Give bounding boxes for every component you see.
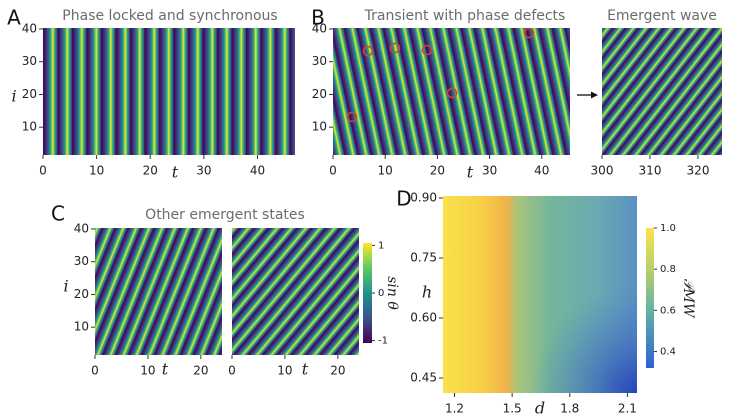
x-tick-label: 2.1 [618,402,637,416]
x-axis-label: t [302,360,309,379]
y-axis-label: i [11,87,16,106]
y-axis-label: i [63,277,68,296]
y-tick-label: 0.90 [410,191,437,205]
arrow [577,91,598,99]
colorbar-tick-label: 1.0 [660,223,676,234]
panel-letter: B [311,6,325,30]
x-tick-label: 0 [329,164,337,178]
x-tick-label: 1.2 [445,402,464,416]
defect-marker [421,44,433,56]
panel-letter: C [51,202,65,226]
colorbar-label: 𝒫MW [680,279,696,319]
x-tick-label: 0 [91,364,99,378]
x-axis-label: t [162,360,169,379]
y-tick-label: 40 [74,221,89,235]
x-axis-label: t [467,163,474,182]
y-tick-label: 20 [312,87,327,101]
x-tick-label: 1.8 [560,402,579,416]
y-tick-label: 40 [312,21,327,35]
defect-marker [362,45,374,57]
colorbar-tick-label: 1 [378,240,384,251]
defect-marker [523,27,535,39]
y-tick-label: 30 [74,254,89,268]
x-tick-label: 30 [196,164,211,178]
heatmap [43,28,295,155]
heatmap-shade [443,196,637,393]
heatmap [232,228,359,355]
panel-title: Transient with phase defects [364,8,566,24]
y-tick-label: 20 [74,287,89,301]
x-tick-label: 20 [193,364,208,378]
y-tick-label: 10 [22,120,37,134]
defect-markers [346,27,535,123]
panel-letter: A [7,6,21,30]
defect-marker [346,111,358,123]
x-tick-label: 40 [250,164,265,178]
y-tick-label: 0.60 [410,311,437,325]
panel-title: Phase locked and synchronous [62,8,277,24]
colorbar-tick-label: 0 [378,288,384,299]
defect-marker [389,42,401,54]
y-tick-label: 30 [312,54,327,68]
y-tick-label: 0.75 [410,251,437,265]
panel-title: Emergent wave [607,8,717,24]
x-tick-label: 320 [687,164,710,178]
x-tick-label: 20 [143,164,158,178]
x-axis-label: d [535,399,545,418]
colorbar-label: sin θ [384,276,400,310]
colorbar [363,243,372,343]
colorbar-tick-label: -1 [378,336,388,347]
x-tick-label: 40 [534,164,549,178]
heatmap [602,28,722,155]
y-tick-label: 10 [312,120,327,134]
y-tick-label: 40 [22,21,37,35]
panel-title: Other emergent states [145,207,305,223]
x-tick-label: 10 [89,164,104,178]
y-tick-label: 10 [74,320,89,334]
x-tick-label: 0 [228,364,236,378]
colorbar [646,228,654,368]
x-tick-label: 310 [639,164,662,178]
x-tick-label: 10 [277,364,292,378]
x-axis-label: t [172,163,179,182]
y-tick-label: 20 [22,87,37,101]
defect-marker [446,87,458,99]
x-tick-label: 20 [430,164,445,178]
colorbar-tick-label: 0.6 [660,305,676,316]
x-tick-label: 20 [330,364,345,378]
y-axis-label: h [422,283,432,302]
x-tick-label: 10 [140,364,155,378]
x-tick-label: 30 [482,164,497,178]
heatmap [95,228,222,355]
colorbar-tick-label: 0.4 [660,347,676,358]
panel-letter: D [396,187,411,211]
x-tick-label: 300 [591,164,614,178]
y-tick-label: 0.45 [410,371,437,385]
y-tick-label: 30 [22,54,37,68]
x-tick-label: 0 [39,164,47,178]
x-tick-label: 1.5 [503,402,522,416]
colorbar-tick-label: 0.8 [660,264,676,275]
x-tick-label: 10 [378,164,393,178]
